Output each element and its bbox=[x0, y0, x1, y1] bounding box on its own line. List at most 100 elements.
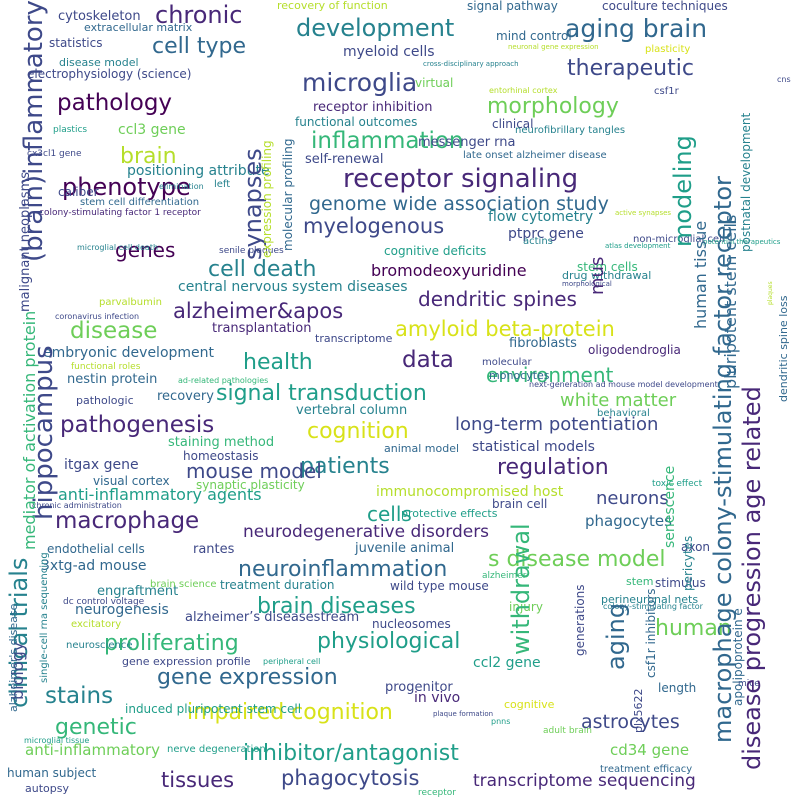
cloud-word-in-vivo: in vivo bbox=[414, 690, 461, 706]
cloud-word-brain: brain bbox=[120, 144, 177, 169]
cloud-word-transcriptome: transcriptome bbox=[315, 332, 393, 345]
cloud-word-impaired-cognition: impaired cognition bbox=[187, 700, 393, 725]
cloud-word-transcriptome-sequencing: transcriptome sequencing bbox=[473, 771, 696, 791]
cloud-word-elimination: elimination bbox=[159, 182, 204, 191]
cloud-word-apolipoprotein-e: apolipoprotein e bbox=[731, 608, 745, 706]
cloud-word-signal-pathway: signal pathway bbox=[467, 0, 558, 13]
cloud-word-postnatal-development: postnatal development bbox=[739, 112, 753, 252]
cloud-word-single-cell-rna-sequencing: single-cell rna sequencing bbox=[39, 552, 50, 683]
cloud-word-mediator-of-activation-protein: mediator of activation protein bbox=[20, 310, 39, 550]
cloud-word-ptprc-gene: ptprc gene bbox=[508, 226, 584, 242]
cloud-word-cognition: cognition bbox=[307, 419, 409, 444]
cloud-word-homeostasis: homeostasis bbox=[183, 449, 259, 463]
cloud-word-development: development bbox=[296, 14, 455, 42]
cloud-word-data: data bbox=[402, 347, 454, 373]
cloud-word-pericytes: pericytes bbox=[681, 535, 695, 591]
cloud-word-axon: axon bbox=[681, 540, 711, 554]
cloud-word-alzheimer: alzheimer bbox=[482, 571, 527, 581]
cloud-word-cx3cl1-gene: cx3cl1 gene bbox=[27, 149, 82, 159]
cloud-word-vertebral-column: vertebral column bbox=[296, 403, 408, 418]
cloud-word-animal-model: animal model bbox=[384, 442, 460, 455]
cloud-word-central-nervous-system-diseases: central nervous system diseases bbox=[178, 279, 408, 295]
cloud-word-cell-death: cell death bbox=[208, 257, 317, 282]
cloud-word-tissues: tissues bbox=[161, 768, 235, 792]
cloud-word-length: length bbox=[658, 681, 697, 695]
cloud-word-rantes: rantes bbox=[193, 542, 235, 557]
cloud-word-next-generation-ad-mouse-model-development: next-generation ad mouse model developme… bbox=[529, 380, 718, 389]
cloud-word-clinical: clinical bbox=[492, 117, 534, 131]
cloud-word-ccl2-gene: ccl2 gene bbox=[473, 655, 541, 671]
cloud-word-non-microglial-cell: non-microglial cell bbox=[633, 234, 725, 245]
cloud-word-immunocompromised-host: immunocompromised host bbox=[376, 484, 564, 500]
cloud-word-receptor-inhibition: receptor inhibition bbox=[313, 100, 433, 115]
cloud-word-monocytes: monocytes bbox=[489, 369, 550, 382]
cloud-word-disease-progression-age-related: disease progression age related bbox=[738, 386, 766, 770]
cloud-word-malignant-neoplasms: malignant neoplasms bbox=[18, 171, 33, 312]
cloud-word-mind-control: mind control bbox=[496, 29, 572, 43]
cloud-word-regulation: regulation bbox=[497, 455, 609, 480]
cloud-word-stains: stains bbox=[45, 683, 114, 709]
cloud-word-human-tissue: human tissue bbox=[691, 220, 710, 329]
cloud-word-generations: generations bbox=[573, 584, 587, 656]
cloud-word-receptor: receptor bbox=[418, 788, 456, 798]
cloud-word-nucleosomes: nucleosomes bbox=[372, 617, 451, 631]
cloud-word-messenger-rna: messenger rna bbox=[418, 135, 516, 150]
cloud-word-neurons: neurons bbox=[596, 488, 669, 509]
cloud-word-microglial-tissue: microglial tissue bbox=[24, 736, 90, 745]
cloud-word-cells: cells bbox=[367, 502, 412, 526]
cloud-word-plasticity: plasticity bbox=[645, 44, 691, 55]
cloud-word-actins: actins bbox=[523, 236, 553, 247]
cloud-word-gene-expression: gene expression bbox=[157, 665, 338, 690]
cloud-word-treatment-duration: treatment duration bbox=[220, 578, 335, 592]
cloud-word-proliferating: proliferating bbox=[104, 631, 239, 656]
cloud-word-human-subject: human subject bbox=[7, 766, 97, 780]
cloud-word-neuroinflammation: neuroinflammation bbox=[238, 557, 448, 582]
cloud-word-stem-cells: stem cells bbox=[577, 260, 638, 274]
cloud-word-csf1r-inhibitors: csf1r inhibitors bbox=[644, 588, 658, 678]
cloud-word-embryonic-development: embryonic development bbox=[43, 345, 215, 361]
cloud-word-genome-wide-association-study: genome wide association study bbox=[309, 193, 609, 215]
cloud-word-astrocytes: astrocytes bbox=[581, 711, 680, 733]
cloud-word-stimulus: stimulus bbox=[655, 576, 706, 590]
cloud-word-pathogenesis: pathogenesis bbox=[60, 412, 215, 438]
cloud-word-3xtg-ad-mouse: 3xtg-ad mouse bbox=[41, 558, 147, 574]
cloud-word-electrophysiology-science: electrophysiology (science) bbox=[27, 67, 192, 81]
cloud-word-brain-cell: brain cell bbox=[492, 497, 548, 511]
cloud-word-oligodendroglia: oligodendroglia bbox=[588, 343, 681, 357]
cloud-word-aging-brain: aging brain bbox=[565, 14, 708, 43]
cloud-word-physiological: physiological bbox=[317, 629, 461, 654]
cloud-word-senescence: senescence bbox=[662, 465, 678, 548]
cloud-word-treatment-efficacy: treatment efficacy bbox=[600, 764, 693, 775]
cloud-word-human: human bbox=[655, 616, 732, 641]
cloud-word-pathology: pathology bbox=[57, 90, 173, 116]
cloud-word-endothelial-cells: endothelial cells bbox=[47, 542, 145, 556]
cloud-word-pathologic: pathologic bbox=[76, 394, 134, 407]
cloud-word-transplantation: transplantation bbox=[212, 321, 312, 336]
cloud-word-cross-disciplinary-approach: cross-disciplinary approach bbox=[423, 60, 519, 68]
cloud-word-autopsy: autopsy bbox=[25, 782, 69, 795]
cloud-word-therapeutic: therapeutic bbox=[567, 56, 694, 81]
cloud-word-pnns: pnns bbox=[491, 717, 511, 726]
cloud-word-molecular-profiling: molecular profiling bbox=[281, 138, 295, 251]
cloud-word-entorhinal-cortex: entorhinal cortex bbox=[489, 86, 558, 95]
cloud-word-phenotype: phenotype bbox=[62, 173, 191, 201]
cloud-word-coronavirus-infection: coronavirus infection bbox=[55, 312, 140, 321]
cloud-word-molecular: molecular bbox=[482, 357, 532, 368]
cloud-word-dendritic-spines: dendritic spines bbox=[418, 287, 577, 311]
cloud-word-neurodegenerative-disorders: neurodegenerative disorders bbox=[243, 522, 490, 542]
cloud-word-neuroscience: neuroscience bbox=[66, 640, 133, 651]
cloud-word-environment: environment bbox=[486, 363, 614, 387]
cloud-word-macrophage: macrophage bbox=[55, 508, 200, 534]
cloud-word-brain-science: brain science bbox=[150, 579, 217, 590]
cloud-word-flow-cytometry: flow cytometry bbox=[488, 209, 594, 225]
cloud-word-dendritic-spine-loss: dendritic spine loss bbox=[777, 295, 790, 402]
cloud-word-myeloid-cells: myeloid cells bbox=[343, 44, 435, 60]
cloud-word-anti-inflammatory: anti-inflammatory bbox=[25, 741, 160, 759]
cloud-word-health: health bbox=[243, 350, 313, 375]
cloud-word-withdrawal: withdrawal bbox=[507, 523, 535, 655]
cloud-word-juvenile-animal: juvenile animal bbox=[355, 541, 455, 556]
cloud-word-functional-roles: functional roles bbox=[71, 362, 141, 372]
cloud-word-signal-transduction: signal transduction bbox=[216, 381, 427, 406]
cloud-word-potential-therapeutics: potential therapeutics bbox=[703, 238, 781, 246]
